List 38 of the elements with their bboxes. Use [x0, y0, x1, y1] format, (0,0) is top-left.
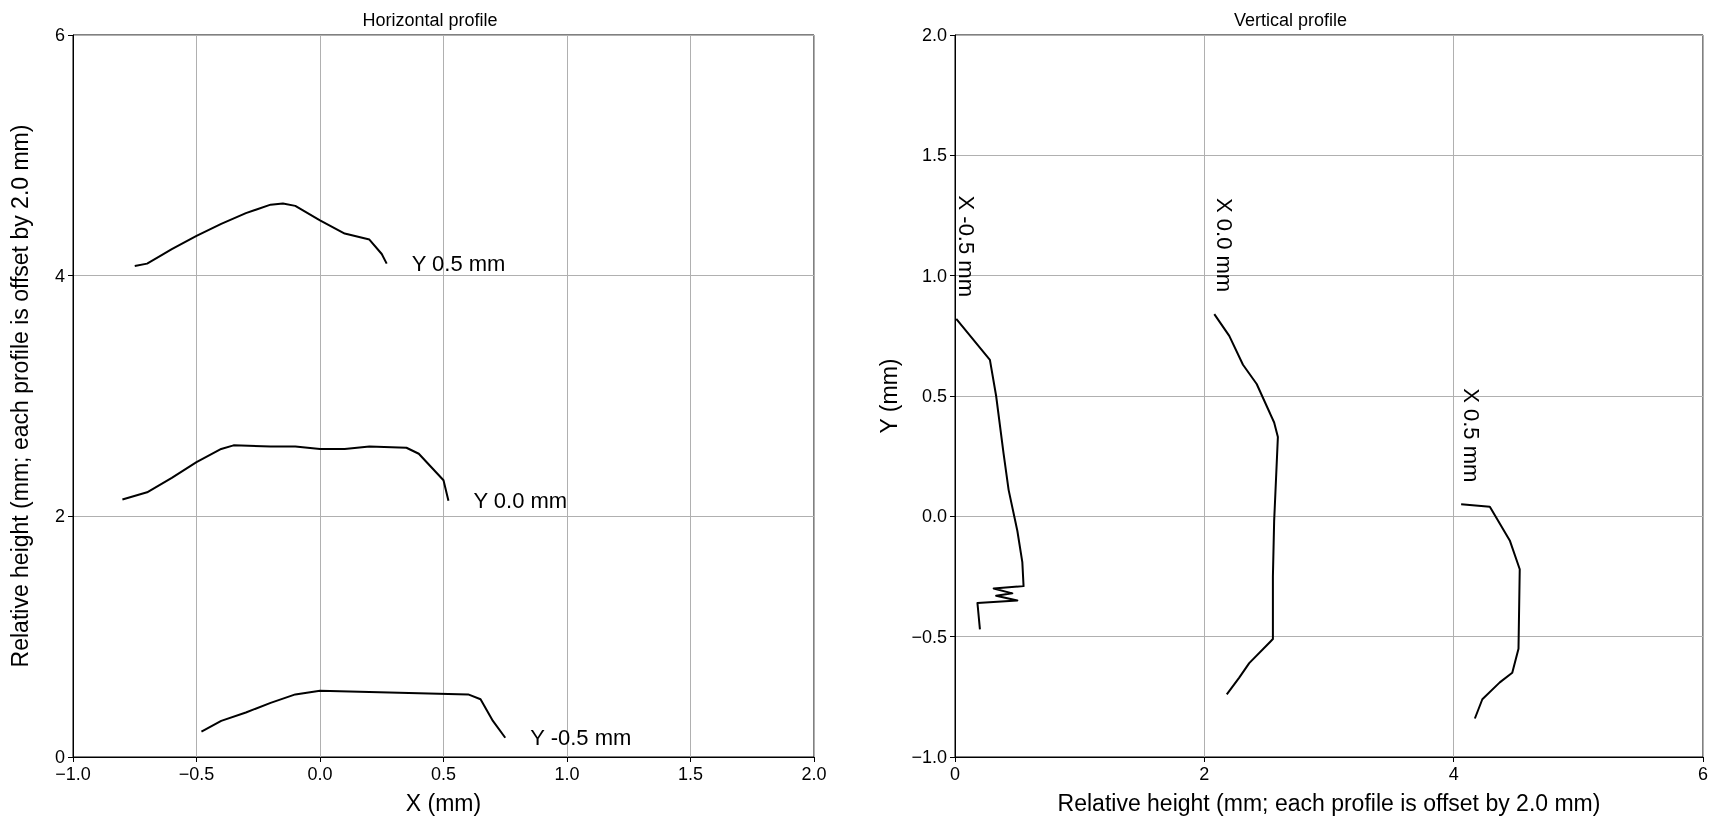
- line-series: [200, 689, 507, 739]
- text: X 0.0 mm: [1211, 198, 1237, 293]
- x-tick-label: 0: [949, 764, 961, 784]
- series-label: Y 0.0 mm: [473, 488, 568, 514]
- x-tick-label: 2: [1199, 764, 1210, 784]
- x-tick-label: 0.0: [307, 764, 333, 784]
- y-tick-label: 0.0: [921, 506, 947, 527]
- line-series: [121, 444, 450, 502]
- x-tick-label: 4: [1448, 764, 1459, 784]
- line-series: [133, 202, 388, 268]
- x-tick-label: 2.0: [801, 764, 827, 784]
- line-series: [1460, 503, 1521, 720]
- y-tick-label: 4: [54, 265, 65, 286]
- text: X -0.5 mm: [953, 195, 979, 297]
- x-axis-title: Relative height (mm; each profile is offset by 2.0 mm): [1057, 789, 1601, 816]
- line-series: [1213, 313, 1279, 696]
- y-tick-label: 2.0: [921, 25, 947, 45]
- chart-title: Vertical profile: [1233, 10, 1348, 30]
- x-tick-label: 1.0: [554, 764, 580, 784]
- y-tick-label: 2: [54, 506, 65, 527]
- series-label: Y 0.5 mm: [411, 251, 506, 277]
- y-tick-label: 1.5: [921, 145, 947, 166]
- y-axis-title: Y (mm): [876, 358, 903, 434]
- y-tick-label: −1.0: [911, 747, 947, 767]
- text: X 0.5 mm: [1458, 388, 1484, 483]
- x-tick-label: 0.5: [430, 764, 457, 784]
- y-tick-label: 6: [54, 25, 65, 45]
- x-tick-label: 1.5: [677, 764, 704, 784]
- x-tick-label: −0.5: [178, 764, 215, 784]
- chart-title: Horizontal profile: [362, 10, 498, 30]
- series-label: Y -0.5 mm: [530, 725, 632, 751]
- y-tick-label: 1.0: [921, 265, 947, 286]
- y-tick-label: −0.5: [911, 626, 947, 647]
- y-tick-label: 0: [54, 747, 65, 767]
- y-tick-label: 0.5: [921, 386, 947, 406]
- x-tick-label: 6: [1697, 764, 1709, 784]
- x-axis-title: X (mm): [405, 789, 482, 816]
- y-axis-title: Relative height (mm; each profile is offset by 2.0 mm): [6, 124, 33, 668]
